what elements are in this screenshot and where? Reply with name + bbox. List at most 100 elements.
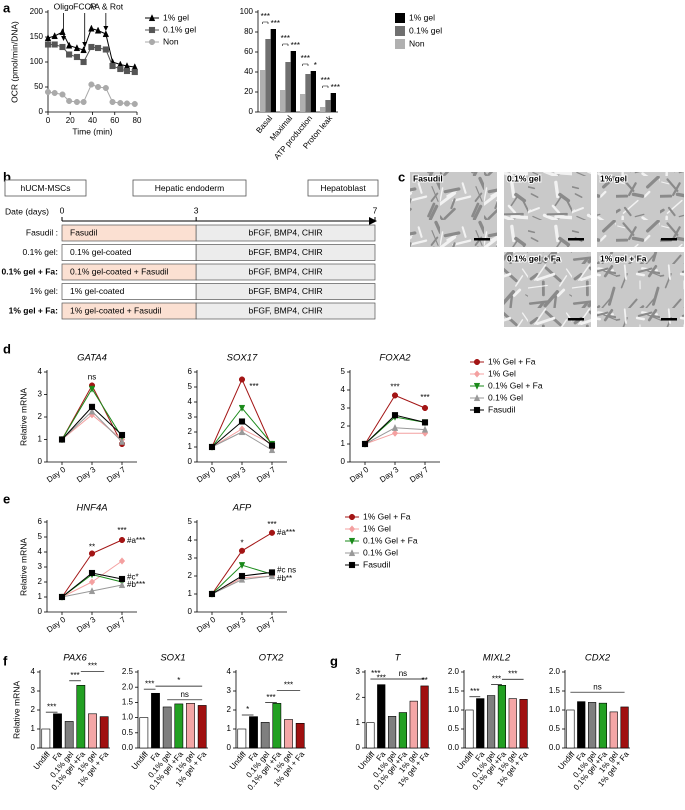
day-label: 7 xyxy=(373,205,378,215)
legend-label: 0.1% gel xyxy=(409,25,442,35)
marker xyxy=(51,32,58,40)
marker xyxy=(148,38,156,46)
annotation: *** xyxy=(420,393,429,402)
legend-label: 1% Gel + Fa xyxy=(488,356,536,366)
marker xyxy=(473,394,481,402)
x-tick-label: Day 7 xyxy=(105,615,128,635)
y-axis-label: Relative mRNA xyxy=(11,681,21,739)
bar xyxy=(186,703,195,749)
annotation: * xyxy=(177,676,180,685)
annotation: #c ns xyxy=(277,566,296,575)
bar xyxy=(64,721,74,749)
chart-title: HNF4A xyxy=(76,503,107,514)
y-tick-label: 1.5 xyxy=(549,686,561,695)
x-tick-label: 60 xyxy=(110,116,119,125)
marker xyxy=(268,442,276,449)
bar xyxy=(486,695,496,749)
marker xyxy=(94,26,102,34)
y-axis-label: OCR (pmol/min/DNA) xyxy=(9,21,19,103)
y-axis-label: Relative mRNA xyxy=(18,538,28,596)
y-tick-label: 5 xyxy=(188,517,193,526)
y-tick-label: 4 xyxy=(188,535,193,544)
marker xyxy=(88,578,96,586)
bar xyxy=(88,713,97,749)
bar xyxy=(260,70,266,112)
chart-title: CDX2 xyxy=(585,653,611,664)
micrograph xyxy=(597,252,684,327)
bar xyxy=(310,71,316,112)
x-tick-label: Day 3 xyxy=(378,465,401,485)
legend-label: Fasudil xyxy=(488,404,516,414)
y-tick-label: 2 xyxy=(188,571,193,580)
annotation: *** xyxy=(371,669,380,678)
y-tick-label: 2 xyxy=(356,692,361,701)
annotation: *** xyxy=(291,41,300,50)
y-tick-label: 0 xyxy=(31,743,36,752)
induction-label: bFGF, BMP4, CHIR xyxy=(248,227,322,237)
marker xyxy=(102,30,110,38)
marker xyxy=(88,43,95,51)
y-tick-label: 1.0 xyxy=(122,713,134,722)
row-label: 1% gel: xyxy=(30,286,58,296)
marker xyxy=(473,406,481,414)
pretreatment-label: Fasudil xyxy=(70,227,98,237)
bar xyxy=(497,684,507,749)
marker xyxy=(421,404,429,412)
scale-bar xyxy=(474,238,490,241)
marker xyxy=(238,547,246,554)
marker xyxy=(58,436,66,443)
marker xyxy=(421,425,429,433)
induction-box xyxy=(195,263,376,281)
induction-label: bFGF, BMP4, CHIR xyxy=(248,286,322,296)
marker xyxy=(148,14,156,22)
marker xyxy=(421,419,429,426)
marker xyxy=(88,587,96,595)
bar xyxy=(398,712,408,749)
x-tick-label: Day 0 xyxy=(195,465,218,485)
bar xyxy=(290,51,296,112)
bar xyxy=(295,722,305,749)
day-label: 3 xyxy=(194,205,199,215)
marker xyxy=(102,46,109,53)
annotation: *** xyxy=(508,669,517,678)
marker xyxy=(391,423,399,431)
pretreatment-label: 1% gel-coated + Fasudil xyxy=(70,305,162,315)
x-tick-label: Day 7 xyxy=(255,465,278,485)
induction-box xyxy=(195,283,376,300)
y-tick-label: 0 xyxy=(341,457,346,466)
y-tick-label: 2 xyxy=(227,705,232,714)
panel-label: f xyxy=(3,653,8,668)
annotation: *** xyxy=(492,675,501,684)
marker xyxy=(391,392,399,399)
induction-label: bFGF, BMP4, CHIR xyxy=(248,305,322,315)
bar xyxy=(197,705,207,749)
bracket xyxy=(322,85,329,88)
panel-label: a xyxy=(3,0,11,15)
y-tick-label: 80 xyxy=(244,27,253,36)
marker xyxy=(44,41,52,48)
micrograph-label: 0.1% gel + Fa xyxy=(507,253,561,263)
y-tick-label: 5 xyxy=(188,382,193,391)
legend-label: Non xyxy=(409,38,425,48)
panel-label: b xyxy=(3,169,11,184)
legend-label: 1% Gel xyxy=(488,368,516,378)
bar xyxy=(620,706,629,749)
annotation: Oligo xyxy=(54,1,74,11)
y-tick-label: 100 xyxy=(240,7,254,16)
marker xyxy=(348,513,356,521)
y-tick-label: 4 xyxy=(227,667,232,676)
legend-swatch xyxy=(395,39,405,49)
row-label: 0.1% gel: xyxy=(23,247,58,257)
marker xyxy=(80,46,87,54)
bar xyxy=(41,728,51,749)
y-tick-label: 2 xyxy=(188,427,193,436)
annotation: ns xyxy=(593,682,601,691)
y-tick-label: 3 xyxy=(227,686,232,695)
marker xyxy=(95,44,102,52)
marker xyxy=(80,98,87,106)
annotation: *** xyxy=(284,680,293,689)
x-tick-label: Day 7 xyxy=(255,615,278,635)
bar xyxy=(420,685,429,749)
annotation: AA & Rot xyxy=(89,1,124,11)
y-tick-label: 4 xyxy=(188,397,193,406)
